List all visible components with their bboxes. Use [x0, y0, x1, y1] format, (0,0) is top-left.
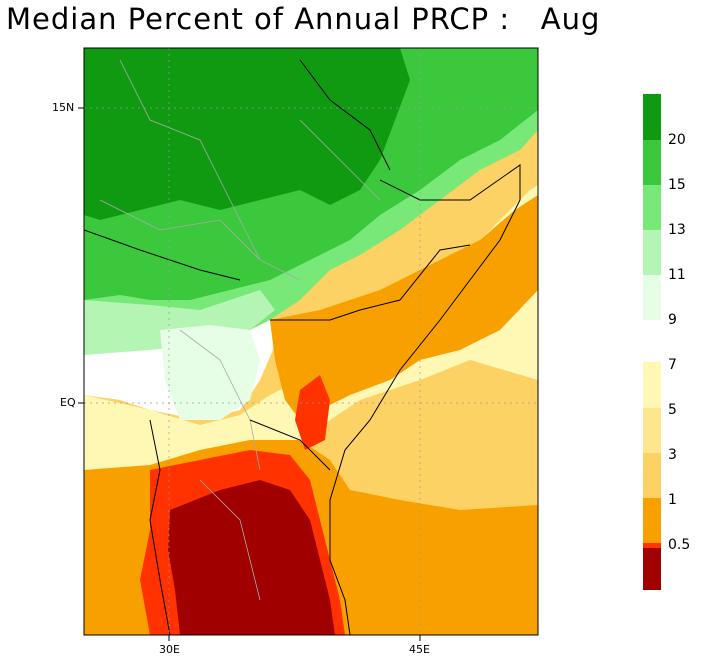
country-border — [249, 419, 331, 471]
colorbar-label: 11 — [668, 267, 686, 283]
lon-label-45e: 45E — [409, 643, 430, 656]
colorbar-box — [643, 408, 661, 453]
colorbar-label: 5 — [668, 402, 677, 418]
lat-label-eq: EQ — [60, 396, 76, 409]
dark-red-core — [168, 480, 335, 635]
colorbar-label: 13 — [668, 222, 686, 238]
border-line — [99, 199, 261, 261]
border-line — [119, 59, 301, 281]
colorbar-label: 20 — [668, 132, 686, 148]
colorbar-label: 9 — [668, 312, 677, 328]
country-border — [299, 59, 391, 171]
colorbar-box — [643, 275, 661, 320]
border-line — [179, 329, 261, 471]
colorbar-box — [643, 543, 661, 548]
lon-label-30e: 30E — [159, 643, 180, 656]
colorbar-label: 15 — [668, 177, 686, 193]
colorbar-box-bottom — [643, 548, 661, 590]
green-region-dark — [84, 48, 410, 220]
pale-green-lakes-region — [160, 325, 260, 420]
colorbar-label: 1 — [668, 492, 677, 508]
colorbar-box — [643, 453, 661, 498]
colorbar-label: 0.5 — [668, 537, 691, 553]
colorbar-box — [643, 498, 661, 543]
orange-east-band — [270, 195, 538, 420]
country-border — [270, 244, 471, 321]
colorbar-box — [643, 230, 661, 275]
country-border — [84, 229, 241, 281]
map-title: Median Percent of Annual PRCP : Aug — [6, 2, 601, 36]
lat-label-15n: 15N — [52, 101, 75, 114]
map-frame — [83, 47, 539, 636]
colorbar-box-top — [643, 94, 661, 140]
colorbar-label: 7 — [668, 357, 677, 373]
border-line — [299, 119, 381, 201]
colorbar-box — [643, 185, 661, 230]
colorbar-box — [643, 362, 661, 408]
green-pale-band — [84, 290, 275, 360]
colorbar-box — [643, 140, 661, 185]
country-border — [149, 419, 171, 635]
coastline — [329, 164, 521, 635]
border-line — [199, 479, 261, 601]
colorbar-label: 3 — [668, 447, 677, 463]
red-strip-lake-victoria — [295, 375, 330, 450]
